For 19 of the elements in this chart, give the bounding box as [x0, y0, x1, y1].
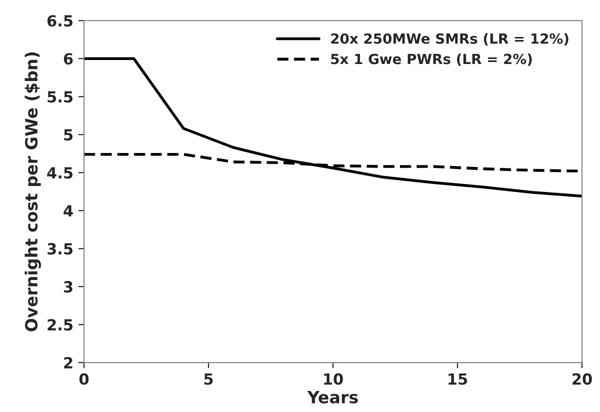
y-tick-label: 4.5 — [47, 167, 73, 179]
y-tick-label: 3.5 — [48, 243, 73, 255]
y-tick-label: 3 — [64, 281, 72, 293]
x-tick-label: 5 — [204, 373, 213, 385]
y-tick-label: 4 — [64, 205, 73, 216]
y-tick-label: 2.5 — [48, 319, 73, 331]
y-tick-label: 2 — [64, 357, 72, 368]
y-tick-label: 6.5 — [47, 15, 73, 27]
y-tick-label: 5 — [64, 129, 73, 141]
x-axis-title: Years — [307, 391, 358, 404]
legend-label: 20x 250MWe SMRs (LR = 12%) — [331, 33, 568, 46]
y-tick-label: 6 — [64, 53, 73, 65]
legend-label: 5x 1 Gwe PWRs (LR = 2%) — [331, 54, 532, 66]
y-axis-title: Overnight cost per GWe ($bn) — [24, 52, 41, 332]
x-tick-label: 15 — [448, 373, 468, 385]
y-tick-label: 5.5 — [48, 91, 73, 103]
x-tick-label: 20 — [572, 373, 592, 385]
x-tick-label: 0 — [79, 373, 89, 385]
x-tick-label: 10 — [324, 373, 343, 385]
